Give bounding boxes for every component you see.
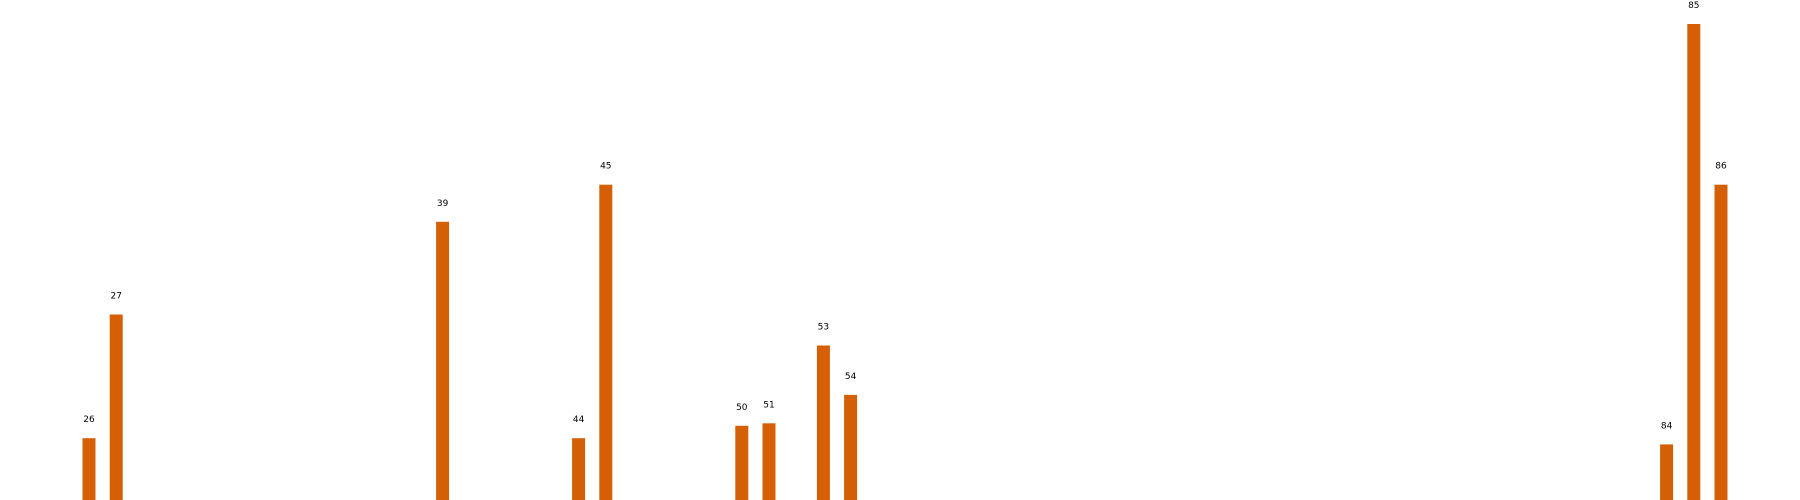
bar-label-84: 84 [1661,421,1673,431]
bar-50 [735,425,749,500]
bar-label-53: 53 [818,323,829,333]
bar-label-39: 39 [437,199,449,209]
bar-label-54: 54 [845,372,857,382]
bar-label-45: 45 [600,162,611,172]
bars-layer [82,24,1728,500]
bar-45 [599,184,613,500]
bar-label-26: 26 [83,415,95,425]
bar-label-50: 50 [736,403,748,413]
bar-label-85: 85 [1688,1,1699,11]
bar-39 [436,221,450,500]
bar-label-86: 86 [1715,162,1727,172]
bar-54 [844,394,858,500]
bar-26 [82,438,96,500]
bar-51 [762,423,776,500]
bar-label-44: 44 [573,415,585,425]
bar-label-27: 27 [110,292,121,302]
bar-86 [1714,184,1728,500]
bar-label-51: 51 [763,400,774,410]
bar-85 [1687,24,1701,500]
bar-84 [1660,444,1674,500]
bar-labels-layer: 26 27 39 44 45 50 51 53 54 84 85 86 [83,1,1727,431]
bar-27 [109,314,123,500]
bar-44 [572,438,586,500]
bar-53 [816,345,830,500]
